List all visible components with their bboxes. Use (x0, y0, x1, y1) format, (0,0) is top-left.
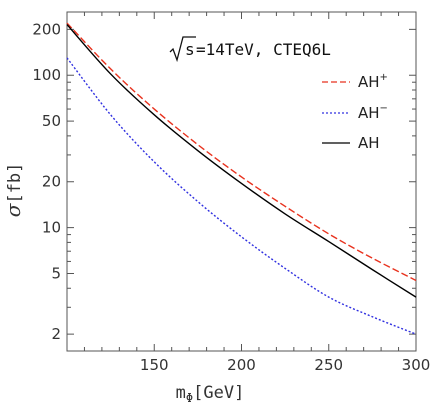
x-tick-label: 200 (227, 356, 256, 374)
sqrt-sign-overbar (169, 36, 196, 63)
ticks-layer: 150 200 250 300 2 5 10 20 50 100 200 (32, 12, 430, 374)
y-tick-label: 50 (42, 112, 61, 130)
y-tick-label: 200 (32, 20, 61, 38)
annotation: s =14TeV, CTEQ6L (169, 36, 331, 63)
annotation-sqrt-arg: s (185, 40, 195, 59)
legend: AH+ AH− AH (322, 72, 388, 152)
y-tick-label: 20 (42, 173, 61, 191)
series-layer (66, 22, 417, 335)
legend-label-ahplus: AH+ (358, 72, 388, 91)
y-tick-label: 100 (32, 66, 61, 84)
series-line-1 (66, 57, 417, 335)
plot-frame (66, 11, 417, 352)
x-tick-label: 250 (314, 356, 343, 374)
x-tick-label: 300 (402, 356, 431, 374)
y-tick-label: 5 (51, 264, 61, 282)
annotation-text: =14TeV, CTEQ6L (196, 40, 331, 59)
legend-label-ah: AH (358, 134, 380, 152)
y-axis-title: σ[fb] (1, 163, 25, 218)
series-line-0 (66, 22, 417, 282)
series-line-2 (66, 24, 417, 298)
y-tick-label: 2 (51, 325, 61, 343)
x-tick-label: 150 (140, 356, 169, 374)
legend-label-ahminus: AH− (358, 103, 388, 122)
y-tick-label: 10 (42, 219, 61, 237)
x-axis-title: mΦ[GeV] (176, 383, 245, 405)
